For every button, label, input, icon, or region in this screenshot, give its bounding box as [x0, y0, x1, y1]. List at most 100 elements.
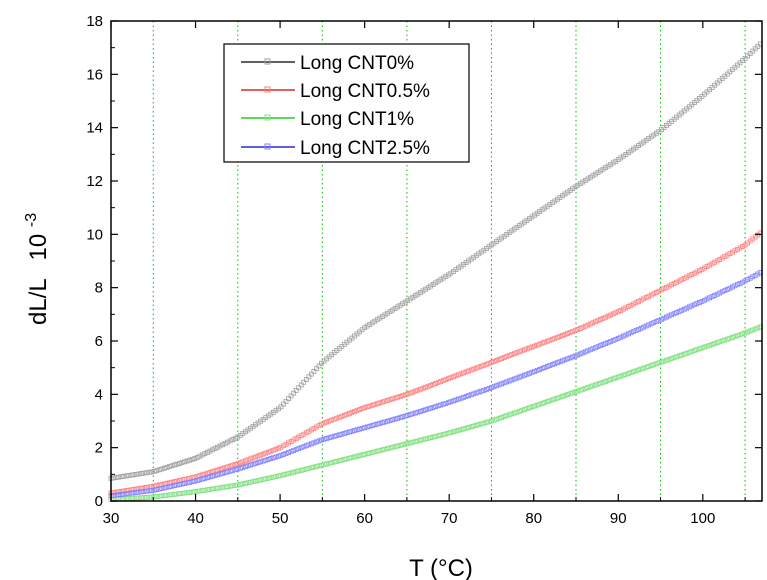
series-1-point-185	[577, 326, 583, 331]
series-3-point-211	[643, 323, 649, 329]
series-3-point-201	[618, 334, 624, 340]
series-0-point-189	[587, 174, 593, 180]
series-1-point-247	[735, 246, 740, 252]
series-1-point-64	[270, 447, 276, 453]
series-2-point-130	[438, 432, 444, 438]
series-3-point-165	[527, 370, 532, 376]
series-3-point-36	[199, 476, 205, 482]
series-3-point-203	[623, 332, 629, 338]
series-3-point-151	[491, 384, 497, 390]
series-2-point-245	[730, 334, 735, 340]
series-1-point-159	[511, 351, 517, 357]
series-1-point-72	[291, 437, 297, 443]
series-1-point-95	[349, 410, 355, 415]
series-3-point-98	[357, 426, 362, 432]
series-3-point-101	[364, 424, 370, 430]
series-3-point-190	[590, 346, 596, 352]
series-3-point-235	[704, 296, 710, 302]
series-1-point-79	[308, 427, 314, 433]
series-3-point-147	[481, 387, 487, 393]
series-2-point-210	[641, 365, 647, 371]
series-1-point-240	[717, 256, 723, 262]
series-2-point-152	[494, 416, 499, 422]
series-1-point-233	[699, 267, 705, 272]
series-3-point-236	[707, 295, 712, 301]
y-axis-label-main: dL/L	[25, 279, 52, 325]
series-1-point-88	[331, 416, 337, 422]
series-1-point-2	[113, 489, 119, 495]
series-1-point-153	[496, 357, 502, 362]
series-1-point-242	[722, 254, 728, 259]
series-3-point-58	[255, 460, 261, 466]
series-1-point-93	[344, 411, 350, 417]
series-3-point-248	[737, 280, 743, 286]
series-3-point-65	[273, 454, 279, 460]
series-3-point-237	[709, 294, 715, 300]
series-1-point-96	[352, 409, 357, 414]
series-1-point-132	[443, 377, 449, 383]
series-3-point-43	[217, 471, 223, 477]
series-2-point-150	[489, 418, 494, 424]
series-2-point-20	[159, 493, 165, 499]
series-3-point-242	[722, 288, 728, 294]
series-1-point-109	[385, 398, 390, 403]
series-1-point-144	[473, 365, 479, 371]
series-2-point-13	[141, 495, 147, 500]
series-3-point-109	[385, 418, 390, 424]
series-2-point-26	[174, 491, 180, 497]
series-2-point-71	[288, 470, 294, 476]
series-3-point-55	[248, 462, 253, 468]
series-0-point-31	[187, 457, 193, 463]
series-1-point-149	[486, 360, 492, 366]
series-3-point-212	[646, 322, 652, 328]
series-2-point-39	[207, 486, 213, 492]
series-2-point-73	[293, 469, 299, 475]
series-3-point-93	[344, 430, 350, 436]
series-1-point-156	[504, 354, 510, 359]
series-3-point-207	[633, 328, 639, 333]
series-1-point-113	[395, 394, 401, 400]
series-2-point-157	[506, 412, 512, 418]
series-3-point-224	[676, 309, 682, 314]
series-3-point-64	[270, 455, 276, 461]
series-1-point-241	[719, 255, 725, 261]
series-2-point-248	[737, 332, 743, 338]
series-2-point-226	[681, 351, 687, 357]
series-1-point-59	[258, 452, 264, 458]
series-0-point-10	[133, 471, 139, 477]
series-3-point-63	[268, 456, 274, 462]
series-2-point-252	[747, 328, 753, 334]
series-2-point-228	[686, 349, 692, 355]
series-2-point-18	[154, 494, 160, 499]
series-2-point-119	[410, 439, 416, 445]
x-tick-label-6: 90	[610, 510, 627, 527]
series-2-point-124	[423, 436, 428, 442]
series-2-point-220	[666, 356, 672, 362]
series-2-point-52	[240, 481, 246, 487]
series-3-point-208	[636, 326, 641, 332]
series-1-point-232	[697, 268, 702, 274]
series-1-point-200	[615, 309, 621, 315]
legend-entry-1: Long CNT0.5%	[241, 81, 430, 102]
series-2-point-247	[735, 333, 740, 339]
series-3-point-104	[372, 422, 378, 428]
y-tick-label-2: 4	[95, 386, 103, 403]
series-0-point-35	[197, 453, 203, 459]
series-3-point-154	[499, 381, 505, 387]
series-3-point-155	[501, 380, 507, 386]
series-3-point-131	[440, 401, 446, 407]
series-1-point-181	[567, 330, 573, 335]
series-1-point-183	[572, 328, 578, 334]
series-1-point-55	[248, 456, 253, 462]
series-1-point-161	[516, 349, 522, 355]
series-1-point-45	[222, 465, 228, 471]
series-1-point-129	[435, 380, 441, 385]
series-2-point-93	[344, 456, 350, 462]
series-2-point-7	[126, 496, 132, 501]
series-3-point-16	[149, 488, 154, 493]
series-2-point-121	[415, 438, 421, 444]
series-3-point-219	[664, 314, 669, 320]
series-1-point-186	[580, 324, 586, 330]
series-2-point-79	[308, 465, 314, 471]
